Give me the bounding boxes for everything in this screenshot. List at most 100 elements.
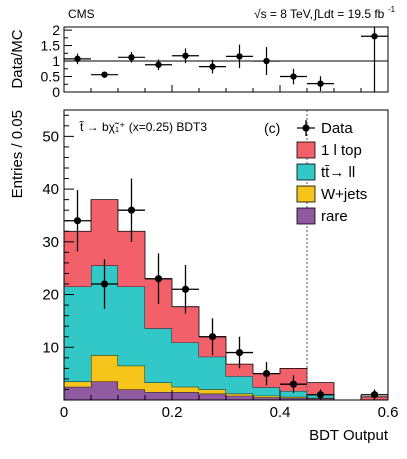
legend-label: 1 l top bbox=[321, 142, 362, 159]
legend-entry: tt̄→ ll bbox=[296, 163, 355, 181]
ratio-point bbox=[226, 44, 253, 69]
data-marker bbox=[73, 217, 82, 225]
legend-swatch bbox=[296, 141, 316, 159]
main-panel: 10 20 30 40 50 0 0.2 0.4 0.6 Entries / 0.05 BDT… bbox=[9, 85, 398, 444]
ratio-y-tick-label: 0 bbox=[52, 84, 60, 100]
ratio-marker bbox=[371, 33, 378, 40]
ratio-marker bbox=[74, 55, 81, 63]
ratio-marker bbox=[182, 52, 189, 59]
data-point bbox=[199, 318, 226, 356]
stack-bar bbox=[118, 389, 145, 400]
x-axis-label: BDT Output bbox=[309, 427, 389, 444]
stack-bar bbox=[172, 386, 199, 393]
ratio-marker bbox=[101, 71, 108, 78]
legend-entry: W+jets bbox=[296, 185, 367, 203]
main-x-tick-label: 0.2 bbox=[162, 404, 183, 421]
stack-bar bbox=[91, 381, 118, 400]
data-point bbox=[307, 389, 334, 400]
ratio-point bbox=[118, 52, 145, 63]
stack-bar bbox=[307, 382, 334, 395]
stack-bar bbox=[91, 199, 118, 266]
stack-bar bbox=[199, 393, 226, 400]
experiment-label: CMS bbox=[68, 7, 95, 21]
ratio-marker bbox=[317, 80, 324, 87]
ratio-y-axis-label: Data/MC bbox=[9, 29, 26, 88]
ratio-marker bbox=[209, 63, 216, 70]
ratio-marker bbox=[128, 54, 135, 61]
data-point bbox=[280, 375, 307, 394]
stack-bar bbox=[172, 342, 199, 387]
legend-swatch bbox=[296, 163, 316, 181]
stack-bar bbox=[145, 382, 172, 393]
data-point bbox=[226, 336, 253, 369]
legend-label: Data bbox=[321, 120, 353, 137]
data-point bbox=[253, 362, 280, 386]
energy-label: √s = 8 TeV, bbox=[254, 7, 313, 21]
stack-bar bbox=[226, 395, 253, 400]
legend-label: rare bbox=[321, 208, 348, 225]
data-points bbox=[64, 178, 388, 400]
stack-bar bbox=[118, 286, 145, 366]
stack-bar bbox=[199, 389, 226, 394]
ratio-point bbox=[199, 59, 226, 74]
ratio-y-ticks: 00.511.52 bbox=[41, 22, 388, 100]
stack-bar bbox=[64, 381, 91, 387]
stack-bar bbox=[145, 328, 172, 383]
stack-bar bbox=[199, 356, 226, 390]
ratio-points bbox=[64, 27, 388, 92]
legend-marker bbox=[302, 124, 310, 132]
data-marker bbox=[370, 391, 379, 399]
legend-swatch bbox=[296, 207, 316, 225]
data-marker bbox=[154, 275, 163, 283]
stack-bar bbox=[253, 387, 280, 396]
stack-bar bbox=[280, 397, 307, 400]
data-marker bbox=[100, 280, 109, 288]
data-marker bbox=[235, 348, 244, 357]
main-y-tick-label: 20 bbox=[42, 287, 59, 304]
data-point bbox=[64, 190, 91, 252]
stack-bar bbox=[253, 395, 280, 398]
legend-entry: 1 l top bbox=[296, 141, 362, 159]
ratio-point bbox=[172, 48, 199, 64]
ratio-point bbox=[145, 59, 172, 71]
data-point bbox=[91, 259, 118, 309]
data-marker bbox=[289, 380, 298, 388]
main-y-tick-label: 30 bbox=[42, 234, 59, 251]
legend-label: W+jets bbox=[321, 186, 367, 203]
ratio-point bbox=[64, 53, 91, 65]
ratio-y-tick-label: 2 bbox=[52, 22, 60, 38]
signal-annotation: t̃ → bχ̃₁⁺ (x=0.25) BDT3 bbox=[79, 119, 208, 134]
legend-entry: rare bbox=[296, 207, 348, 225]
main-y-tick-label: 50 bbox=[42, 128, 59, 145]
ratio-marker bbox=[263, 57, 270, 65]
data-marker bbox=[208, 333, 217, 341]
main-y-ticks: 10 20 30 40 50 bbox=[42, 114, 74, 390]
legend-label: tt̄→ ll bbox=[321, 164, 355, 181]
stack-outline bbox=[64, 199, 388, 401]
stack-bar bbox=[64, 386, 91, 400]
data-point bbox=[145, 253, 172, 305]
main-x-tick-label: 0.4 bbox=[270, 404, 291, 421]
main-y-axis-label: Entries / 0.05 bbox=[9, 110, 26, 198]
data-point bbox=[172, 265, 199, 314]
stack-bar bbox=[253, 397, 280, 400]
stack-bar bbox=[118, 365, 145, 390]
stack-bar bbox=[280, 391, 307, 397]
stack-bar bbox=[280, 396, 307, 398]
data-point bbox=[361, 389, 388, 400]
ratio-frame bbox=[63, 26, 389, 93]
data-marker bbox=[181, 285, 190, 293]
legend-entry: Data bbox=[297, 120, 353, 137]
main-y-tick-label: 40 bbox=[42, 181, 59, 198]
main-y-tick-label: 10 bbox=[42, 339, 59, 356]
stack-bar bbox=[91, 355, 118, 382]
legend-swatch bbox=[296, 185, 316, 203]
legend: Data 1 l top tt̄→ ll W+jets rare bbox=[296, 120, 367, 225]
data-point bbox=[118, 178, 145, 242]
stacked-histogram bbox=[64, 199, 388, 401]
ratio-point bbox=[361, 27, 388, 92]
series-1-l-top bbox=[64, 199, 388, 401]
data-marker bbox=[127, 206, 136, 214]
stack-bar bbox=[64, 286, 91, 382]
